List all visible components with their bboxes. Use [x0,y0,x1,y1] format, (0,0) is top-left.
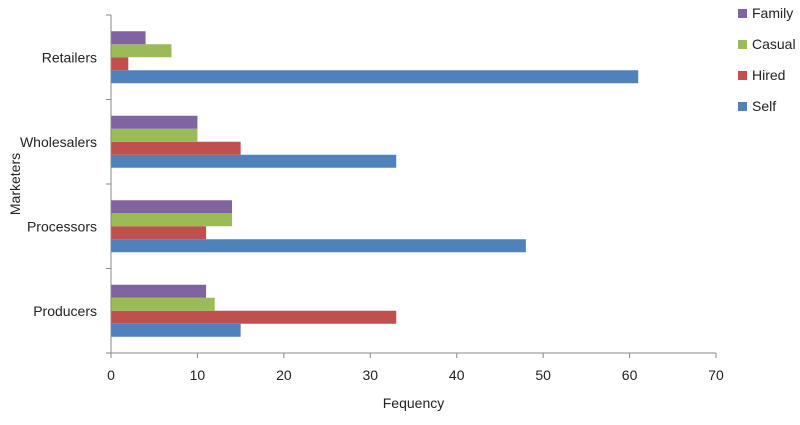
legend-swatch-hired [738,71,747,80]
bar-processors-hired [111,226,207,240]
x-tick-label: 50 [535,367,551,383]
legend: Family Casual Hired Self [738,5,796,114]
legend-label-hired: Hired [752,67,785,83]
bar-retailers-self [111,70,639,84]
bar-wholesalers-family [111,115,198,129]
x-tick-label: 20 [276,367,292,383]
y-axis-title: Marketers [7,153,23,215]
bar-wholesalers-hired [111,141,241,155]
ticks-layer: 0 10 20 30 40 50 60 70 Producers Processors Wholes… [20,14,724,383]
x-tick-label: 30 [362,367,378,383]
labels-layer: Fequency Marketers [7,153,444,411]
legend-swatch-casual [738,40,747,49]
bar-processors-self [111,239,526,253]
bar-producers-self [111,323,241,337]
legend-swatch-self [738,102,747,111]
x-tick-label: 60 [622,367,638,383]
bar-retailers-casual [111,44,172,58]
x-tick-label: 70 [708,367,724,383]
x-tick-label: 0 [107,367,115,383]
legend-label-self: Self [752,98,776,114]
x-axis-title: Fequency [383,395,444,411]
bar-retailers-family [111,31,146,45]
legend-swatch-family [738,9,747,18]
legend-label-family: Family [752,5,793,21]
bar-processors-family [111,200,232,214]
x-tick-label: 40 [449,367,465,383]
bars-layer [111,31,639,337]
bar-producers-hired [111,310,397,324]
bar-wholesalers-self [111,154,397,168]
bar-wholesalers-casual [111,128,198,142]
bar-retailers-hired [111,57,129,71]
legend-label-casual: Casual [752,36,796,52]
bar-producers-casual [111,297,215,311]
bar-processors-casual [111,213,232,227]
y-category-label: Retailers [42,49,97,65]
x-tick-label: 10 [190,367,206,383]
y-category-label: Processors [27,218,97,234]
y-category-label: Producers [33,303,97,319]
bar-producers-family [111,284,207,298]
y-category-label: Wholesalers [20,134,97,150]
